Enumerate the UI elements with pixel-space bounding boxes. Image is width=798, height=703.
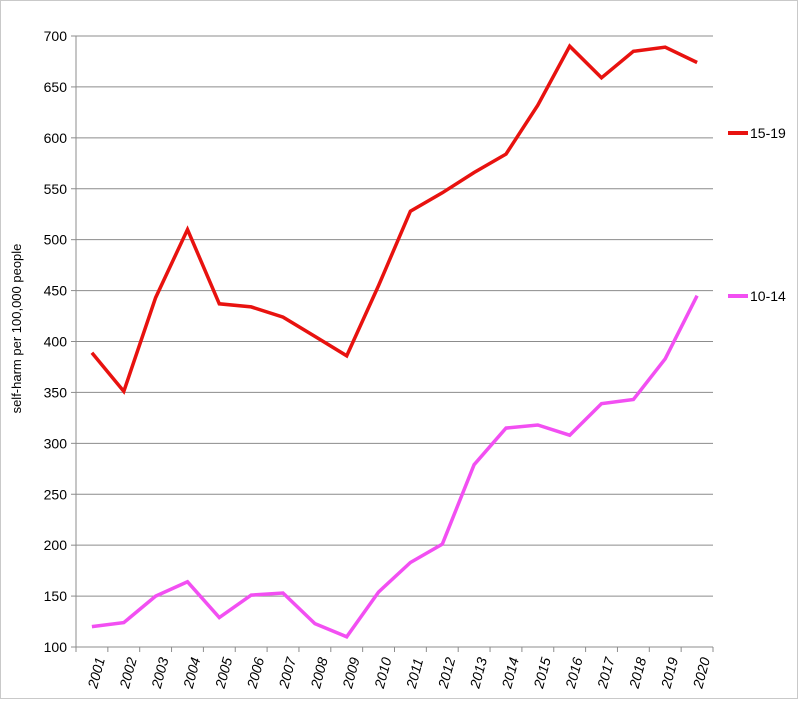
legend: 15-19 10-14 xyxy=(728,125,786,304)
axes xyxy=(75,36,714,652)
x-tick-label: 2018 xyxy=(626,655,650,690)
series-line-10-14 xyxy=(91,294,699,639)
y-tick-label: 550 xyxy=(44,181,68,197)
x-tick-label: 2016 xyxy=(562,655,586,690)
y-tick-label: 100 xyxy=(44,639,68,655)
x-tick-labels: 2001 2002 2003 2004 2005 2006 2007 2008 2009 2010… xyxy=(84,654,713,690)
x-tick-label: 2019 xyxy=(657,655,681,690)
x-tick-label: 2014 xyxy=(498,655,522,690)
x-tick-label: 2010 xyxy=(371,655,395,690)
series-line-15-19 xyxy=(90,43,698,395)
y-tick-label: 250 xyxy=(44,486,68,502)
x-tick-label: 2007 xyxy=(275,654,299,690)
x-tick-label: 2020 xyxy=(689,655,713,690)
y-tick-label: 150 xyxy=(44,588,68,604)
y-tick-label: 450 xyxy=(44,283,68,299)
x-tick-label: 2003 xyxy=(148,655,172,690)
x-tick-label: 2004 xyxy=(180,655,204,690)
x-tick-label: 2013 xyxy=(466,655,490,690)
y-tick-label: 350 xyxy=(44,384,68,400)
x-tick-label: 2017 xyxy=(594,654,618,690)
y-tick-label: 700 xyxy=(44,28,68,44)
x-tick-label: 2006 xyxy=(243,655,267,690)
y-tick-labels: 100 150 200 250 300 350 400 450 500 550 600 650 700 xyxy=(44,28,68,655)
y-tick-label: 300 xyxy=(44,435,68,451)
gridlines xyxy=(71,35,713,648)
x-tick-label: 2005 xyxy=(212,655,236,690)
x-tick-label: 2009 xyxy=(339,655,363,690)
series-lines xyxy=(90,43,699,639)
y-tick-label: 600 xyxy=(44,130,68,146)
x-tick-label: 2008 xyxy=(307,655,331,690)
x-tick-label: 2015 xyxy=(530,655,554,690)
y-tick-label: 500 xyxy=(44,232,68,248)
y-tick-label: 200 xyxy=(44,537,68,553)
y-axis-label: self-harm per 100,000 people xyxy=(9,244,24,414)
y-tick-label: 400 xyxy=(44,334,68,350)
y-tick-label: 650 xyxy=(44,79,68,95)
x-tick-label: 2001 xyxy=(84,656,108,691)
legend-label: 10-14 xyxy=(750,288,786,304)
x-tick-label: 2011 xyxy=(403,657,427,691)
x-tick-label: 2012 xyxy=(434,655,458,690)
x-tick-label: 2002 xyxy=(116,655,140,690)
legend-label: 15-19 xyxy=(750,125,786,141)
